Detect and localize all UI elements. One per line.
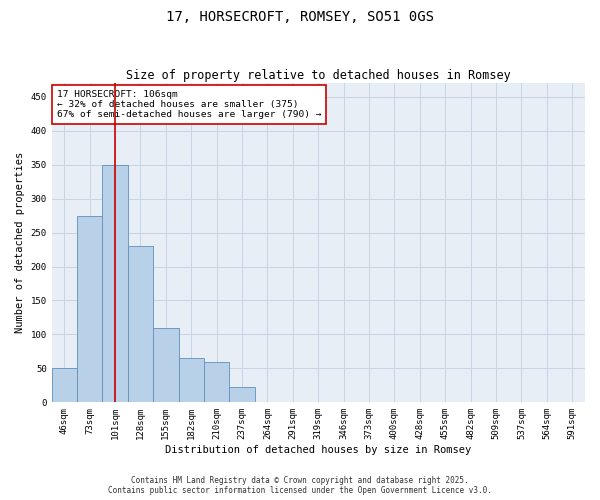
Bar	[103, 164, 128, 402]
Y-axis label: Number of detached properties: Number of detached properties	[15, 152, 25, 334]
Bar	[204, 362, 229, 403]
Bar	[229, 388, 255, 402]
Text: 17 HORSECROFT: 106sqm
← 32% of detached houses are smaller (375)
67% of semi-det: 17 HORSECROFT: 106sqm ← 32% of detached …	[57, 90, 322, 120]
Title: Size of property relative to detached houses in Romsey: Size of property relative to detached ho…	[126, 69, 511, 82]
Bar	[128, 246, 153, 402]
Bar	[77, 216, 103, 402]
Bar	[179, 358, 204, 403]
X-axis label: Distribution of detached houses by size in Romsey: Distribution of detached houses by size …	[165, 445, 472, 455]
Text: Contains HM Land Registry data © Crown copyright and database right 2025.
Contai: Contains HM Land Registry data © Crown c…	[108, 476, 492, 495]
Bar	[153, 328, 179, 402]
Bar	[52, 368, 77, 402]
Text: 17, HORSECROFT, ROMSEY, SO51 0GS: 17, HORSECROFT, ROMSEY, SO51 0GS	[166, 10, 434, 24]
